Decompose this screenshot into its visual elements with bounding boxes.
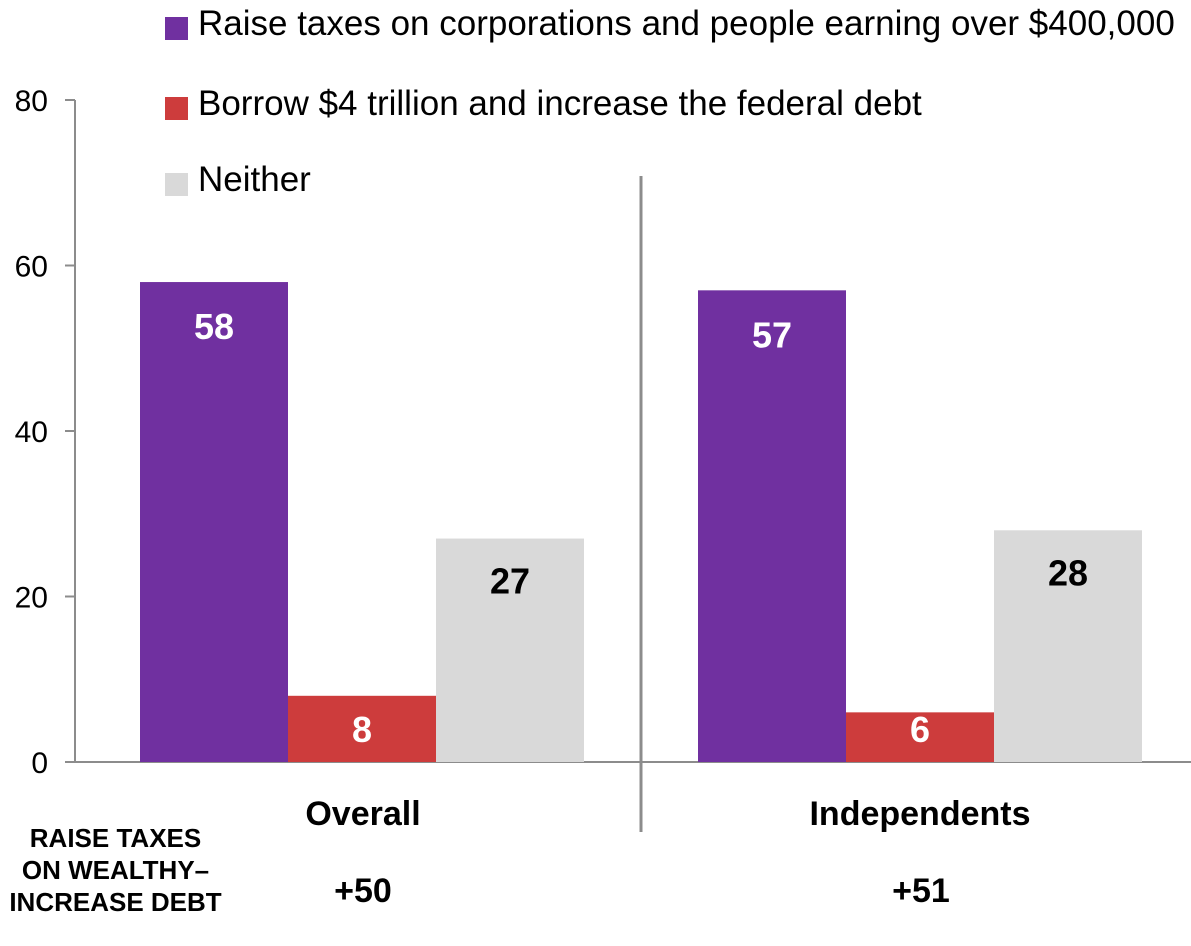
data-label: 27 xyxy=(490,561,530,602)
bar xyxy=(698,290,846,762)
difference-label-line-3: INCREASE DEBT xyxy=(9,887,222,917)
legend-item-raise-taxes: Raise taxes on corporations and people e… xyxy=(165,4,1175,84)
data-label: 57 xyxy=(752,314,792,355)
category-label: Overall xyxy=(305,795,420,833)
bars xyxy=(140,282,1142,762)
data-labels: 58 8 27 57 6 28 xyxy=(194,306,1088,750)
difference-label: RAISE TAXES ON WEALTHY– INCREASE DEBT xyxy=(0,822,243,918)
legend-label-raise-taxes: Raise taxes on corporations and people e… xyxy=(198,4,1175,43)
legend-item-neither: Neither xyxy=(165,160,1175,200)
legend-swatch-borrow xyxy=(165,97,188,120)
legend: Raise taxes on corporations and people e… xyxy=(165,4,1175,200)
y-tick-label: 20 xyxy=(15,582,48,615)
category-labels: Overall Independents xyxy=(305,795,1030,833)
y-tick-label: 0 xyxy=(31,747,48,780)
bar xyxy=(994,530,1142,762)
bar xyxy=(846,712,994,762)
data-label: 6 xyxy=(910,709,930,750)
legend-swatch-neither xyxy=(165,173,188,196)
bar xyxy=(140,282,288,762)
bar xyxy=(288,695,436,762)
difference-value-independents: +51 xyxy=(892,872,950,910)
legend-swatch-raise-taxes xyxy=(165,17,188,40)
difference-value-overall: +50 xyxy=(334,872,392,910)
data-label: 58 xyxy=(194,306,234,347)
category-label: Independents xyxy=(809,795,1030,833)
data-label: 8 xyxy=(352,709,372,750)
bar xyxy=(436,538,584,762)
legend-label-borrow: Borrow $4 trillion and increase the fede… xyxy=(198,84,922,123)
y-tick-label: 80 xyxy=(15,85,48,118)
y-tick-label: 40 xyxy=(15,416,48,449)
data-label: 28 xyxy=(1048,552,1088,593)
y-tick-label: 60 xyxy=(15,251,48,284)
legend-item-borrow: Borrow $4 trillion and increase the fede… xyxy=(165,84,1175,160)
difference-label-line-1: RAISE TAXES xyxy=(29,823,202,853)
legend-label-neither: Neither xyxy=(198,160,311,199)
difference-label-line-2: ON WEALTHY– xyxy=(21,855,210,885)
